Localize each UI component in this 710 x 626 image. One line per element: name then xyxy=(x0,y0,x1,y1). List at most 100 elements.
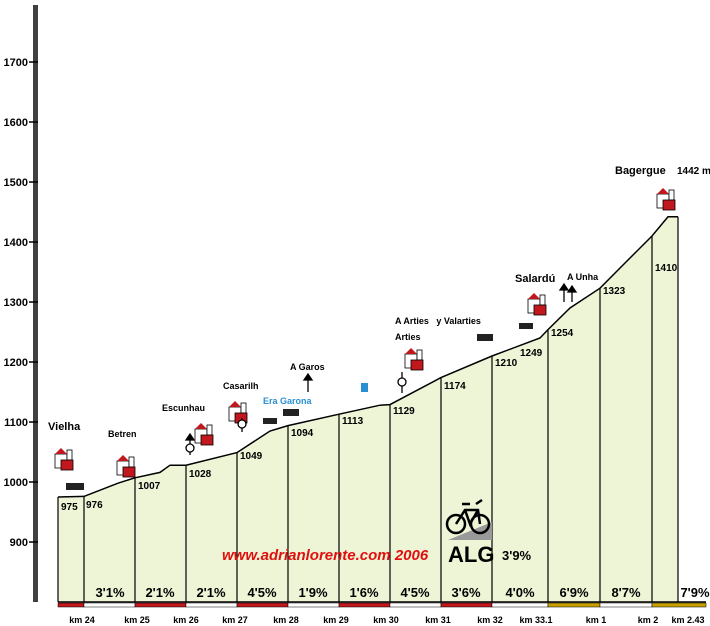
elevation-label: 1210 xyxy=(495,358,518,369)
place-arties: Arties xyxy=(395,332,421,342)
building-roof xyxy=(117,455,129,461)
km-label: km 25 xyxy=(124,615,150,625)
building-block xyxy=(662,199,676,211)
gradient-segment xyxy=(287,602,340,608)
elevation-label: 1113 xyxy=(342,416,364,427)
km-label: km 31 xyxy=(425,615,451,625)
elevation-label: 1323 xyxy=(603,286,626,297)
y-tick-label: 1500 xyxy=(4,177,28,189)
gradient-label: 4'5% xyxy=(400,585,430,600)
building-icon xyxy=(54,448,74,471)
gradient-segment xyxy=(57,602,85,608)
building-roof xyxy=(195,423,207,429)
elevation-label: 1028 xyxy=(189,469,212,480)
bicycle-icon xyxy=(445,498,492,540)
building-tower xyxy=(416,349,423,361)
fuel-station-icon xyxy=(361,383,368,392)
road-arrow-icon xyxy=(184,282,578,455)
building-roof xyxy=(657,188,669,194)
gradient-segment xyxy=(599,602,653,608)
building-tower xyxy=(128,456,135,468)
gradient-label: 3'1% xyxy=(95,585,125,600)
gradient-segment xyxy=(185,602,238,608)
gradient-labels: 3'1% 2'1% 2'1% 4'5% 1'9% 1'6% 4'5% 3'6% 4'0% 6'9%… xyxy=(95,585,710,600)
km-label: km 2 xyxy=(638,615,659,625)
km-label: km 29 xyxy=(323,615,349,625)
place-a-garos: A Garos xyxy=(290,362,325,372)
building-tower xyxy=(240,402,247,414)
gradient-label: 2'1% xyxy=(145,585,175,600)
gradient-segment xyxy=(491,602,549,608)
gradient-segment xyxy=(338,602,391,608)
km-label: km 28 xyxy=(273,615,299,625)
place-betren: Betren xyxy=(108,429,137,439)
building-block xyxy=(60,459,74,471)
gradient-label: 2'1% xyxy=(196,585,226,600)
y-tick-label: 1000 xyxy=(4,477,28,489)
gradient-segment xyxy=(547,602,601,608)
km-label: km 24 xyxy=(69,615,95,625)
building-tower xyxy=(539,294,546,306)
elevation-label: 1007 xyxy=(138,481,161,492)
gradient-color-bar xyxy=(57,602,707,608)
y-tick-label: 1600 xyxy=(4,117,28,129)
building-roof xyxy=(405,348,417,354)
y-axis-bar xyxy=(33,5,38,602)
km-lines xyxy=(57,216,679,602)
gradient-label: 4'0% xyxy=(505,585,535,600)
credit-text: www.adrianlorente.com 2006 xyxy=(222,547,429,564)
y-tick-label: 1400 xyxy=(4,237,28,249)
place-bagergue: Bagergue xyxy=(615,165,666,177)
elevation-label: 976 xyxy=(86,500,103,511)
building-roof xyxy=(55,448,67,454)
km-label: km 33.1 xyxy=(519,615,552,625)
elevation-label: 1249 xyxy=(520,348,543,359)
gradient-label: 4'5% xyxy=(247,585,277,600)
place-a-arties-valarties: A Arties y Valarties xyxy=(395,316,481,326)
km-labels: km 24 km 25 km 26 km 27 km 28 km 29 km 30 km 31… xyxy=(69,615,704,625)
km-label: km 27 xyxy=(222,615,248,625)
place-salardu: Salardú xyxy=(515,273,555,285)
building-block xyxy=(200,434,214,446)
elevation-label: 975 xyxy=(61,502,78,513)
elevation-label: 1174 xyxy=(444,381,466,392)
y-tick-label: 1200 xyxy=(4,357,28,369)
elevation-label: 1094 xyxy=(291,428,314,439)
gradient-label: 3'6% xyxy=(451,585,481,600)
gradient-label: 1'6% xyxy=(349,585,379,600)
y-tick-label: 900 xyxy=(10,537,28,549)
building-roof xyxy=(229,401,241,407)
gradient-label: 1'9% xyxy=(298,585,328,600)
y-axis-ticks: 900 1000 1100 1200 1300 1400 1500 1600 1700 xyxy=(4,57,38,549)
building-block xyxy=(533,304,547,316)
elevation-label: 1410 xyxy=(655,263,678,274)
km-label: km 1 xyxy=(586,615,607,625)
gradient-label: 7'9% xyxy=(680,585,710,600)
building-icon xyxy=(228,401,248,424)
summit-label: 1442 m xyxy=(677,166,710,177)
building-icon xyxy=(404,348,424,371)
building-icon xyxy=(656,188,676,211)
y-tick-label: 1700 xyxy=(4,57,28,69)
y-tick-label: 1100 xyxy=(4,417,28,429)
km-label: km 2.43 xyxy=(671,615,704,625)
village-icons xyxy=(54,188,676,478)
bridge-icon xyxy=(66,323,533,490)
place-era-garona: Era Garona xyxy=(263,396,313,406)
place-escunhau: Escunhau xyxy=(162,403,205,413)
building-block xyxy=(410,359,424,371)
km-label: km 32 xyxy=(477,615,503,625)
gradient-segment xyxy=(236,602,289,608)
profile-area xyxy=(58,216,678,603)
building-icon xyxy=(194,423,214,446)
y-tick-label: 1300 xyxy=(4,297,28,309)
gradient-segment xyxy=(83,602,136,608)
gradient-label: 6'9% xyxy=(559,585,589,600)
km-label: km 30 xyxy=(373,615,399,625)
place-vielha: Vielha xyxy=(48,421,81,433)
gradient-segment xyxy=(440,602,493,608)
gradient-segment xyxy=(651,602,707,608)
profile-line xyxy=(57,216,678,498)
gradient-segment xyxy=(389,602,442,608)
